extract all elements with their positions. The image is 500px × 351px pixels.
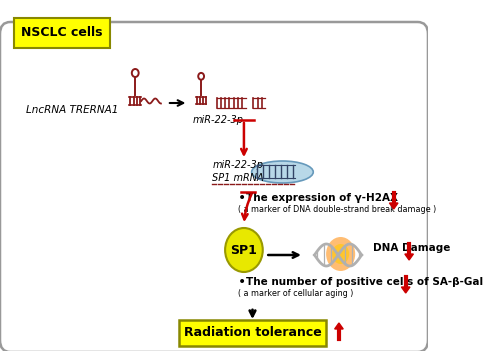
Text: NSCLC cells: NSCLC cells — [21, 26, 102, 40]
Text: miR-22-3p: miR-22-3p — [192, 115, 244, 125]
Circle shape — [326, 237, 355, 271]
Text: •: • — [238, 275, 246, 289]
Text: ( a marker of cellular aging ): ( a marker of cellular aging ) — [238, 290, 354, 298]
Circle shape — [225, 228, 263, 272]
Circle shape — [332, 244, 349, 264]
Text: miR-22-3p: miR-22-3p — [212, 160, 264, 170]
Text: The number of positive cells of SA-β-Gal: The number of positive cells of SA-β-Gal — [246, 277, 483, 287]
FancyBboxPatch shape — [179, 320, 326, 346]
Ellipse shape — [252, 161, 314, 183]
Text: DNA Damage: DNA Damage — [373, 243, 450, 253]
Text: LncRNA TRERNA1: LncRNA TRERNA1 — [26, 105, 118, 115]
Text: •: • — [238, 191, 246, 205]
Text: SP1 mRNA: SP1 mRNA — [212, 173, 264, 183]
Text: SP1: SP1 — [230, 244, 258, 257]
FancyBboxPatch shape — [0, 22, 428, 351]
Text: ( a marker of DNA double-strand break damage ): ( a marker of DNA double-strand break da… — [238, 205, 436, 214]
Text: Radiation tolerance: Radiation tolerance — [184, 326, 322, 339]
FancyBboxPatch shape — [14, 18, 110, 48]
Polygon shape — [390, 203, 398, 209]
Text: The expression of γ-H2AX: The expression of γ-H2AX — [246, 193, 398, 203]
Polygon shape — [402, 287, 410, 293]
Polygon shape — [405, 254, 413, 260]
Polygon shape — [334, 323, 343, 329]
